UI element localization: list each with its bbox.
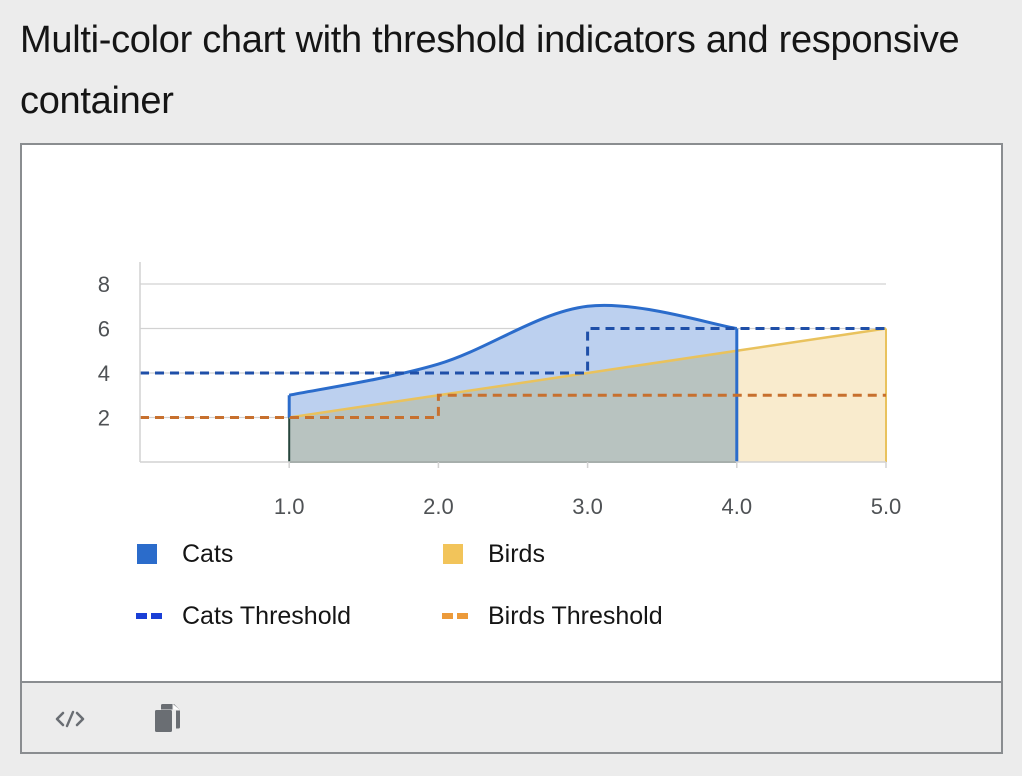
example-card: 2 4 6 8 1.0 2.0 3.0 4.0 5.0 Cats Birds Cats Thresh… [20, 143, 1003, 754]
view-code-button[interactable] [48, 697, 92, 741]
legend-dash-swatch [457, 613, 468, 619]
legend-item-birds[interactable]: Birds [443, 540, 545, 568]
legend-label: Cats Threshold [182, 602, 351, 630]
x-tick-label: 5.0 [871, 494, 902, 519]
threshold-lines [140, 327, 886, 419]
overlap-area-fill [289, 350, 737, 462]
example-toolbar [22, 683, 1001, 752]
chart-legend: Cats Birds Cats Threshold Birds Threshold [136, 540, 663, 630]
y-tick-label: 8 [98, 272, 110, 297]
legend-dash-swatch [442, 613, 453, 619]
legend-label: Birds Threshold [488, 602, 663, 630]
legend-dash-swatch [151, 613, 162, 619]
copy-icon [155, 704, 180, 732]
birds-threshold-line [140, 393, 886, 419]
code-icon [55, 710, 85, 728]
axes [139, 262, 886, 463]
legend-item-birds-threshold[interactable]: Birds Threshold [442, 602, 663, 630]
legend-item-cats[interactable]: Cats [137, 540, 233, 568]
chart-panel: 2 4 6 8 1.0 2.0 3.0 4.0 5.0 Cats Birds Cats Thresh… [22, 145, 1001, 683]
y-tick-label: 6 [98, 317, 110, 342]
x-tick-label: 4.0 [722, 494, 753, 519]
y-tick-label: 2 [98, 406, 110, 431]
y-tick-label: 4 [98, 361, 110, 386]
legend-label: Cats [182, 540, 233, 568]
x-tick-label: 2.0 [423, 494, 454, 519]
copy-code-button[interactable] [145, 697, 189, 741]
birds-series-line [289, 327, 887, 419]
x-tick-label: 1.0 [274, 494, 305, 519]
legend-swatch [137, 544, 157, 564]
legend-swatch [443, 544, 463, 564]
cats-threshold-line [140, 327, 886, 375]
cats-series-line [288, 303, 738, 397]
tick-labels: 2 4 6 8 1.0 2.0 3.0 4.0 5.0 [98, 272, 902, 519]
legend-label: Birds [488, 540, 545, 568]
legend-dash-swatch [136, 613, 147, 619]
page-title: Multi-color chart with threshold indicat… [20, 19, 960, 122]
x-tick-label: 3.0 [572, 494, 603, 519]
legend-item-cats-threshold[interactable]: Cats Threshold [136, 602, 351, 630]
